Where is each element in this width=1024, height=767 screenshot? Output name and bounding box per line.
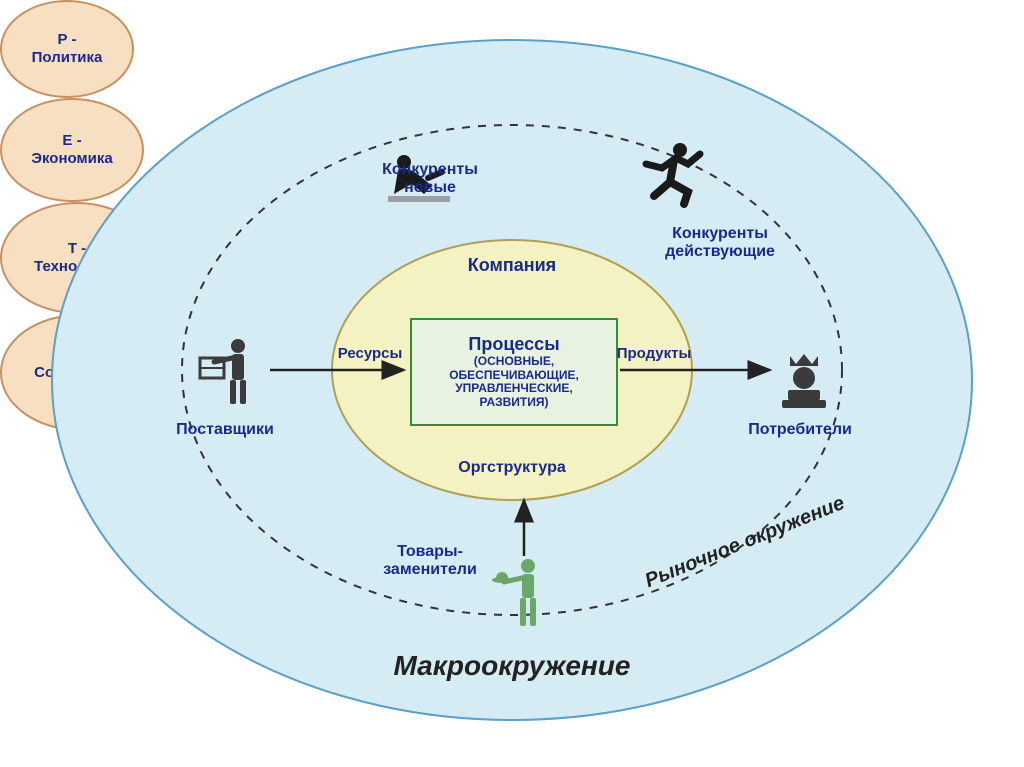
orgstructure-label: Оргструктура xyxy=(392,459,632,477)
suppliers-label: Поставщики xyxy=(105,421,345,439)
company-label: Компания xyxy=(392,255,632,276)
competitors-new-label: Конкуренты новые xyxy=(310,161,550,198)
processes-subtitle: (Основные, обеспечивающие, управленчески… xyxy=(449,355,579,410)
products-label: Продукты xyxy=(534,345,774,362)
substitutes-label: Товары- заменители xyxy=(310,543,550,580)
consumers-label: Потребители xyxy=(680,421,920,439)
competitors-existing-label: Конкуренты действующие xyxy=(600,225,840,262)
resources-label: Ресурсы xyxy=(250,345,490,362)
processes-box: Процессы (Основные, обеспечивающие, упра… xyxy=(410,318,618,426)
macro-ring-label: Макроокружение xyxy=(392,650,632,682)
